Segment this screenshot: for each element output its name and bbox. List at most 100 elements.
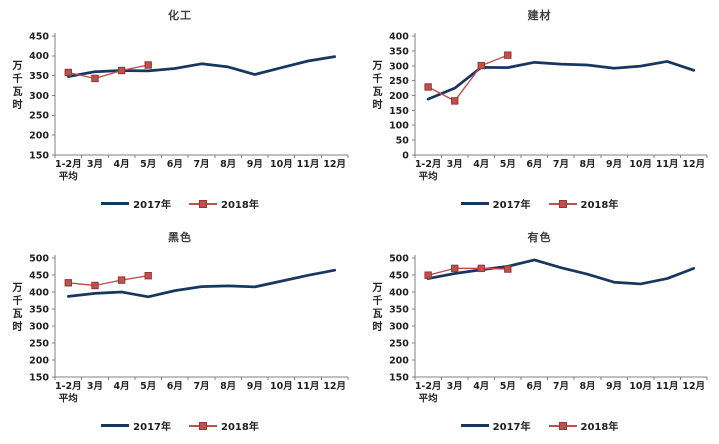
legend-line-sample-2017 xyxy=(460,202,489,205)
legend-marker-sample-2018 xyxy=(548,421,577,430)
legend-line-sample-2017 xyxy=(101,424,130,427)
svg-text:3月: 3月 xyxy=(447,159,463,170)
svg-text:8月: 8月 xyxy=(579,159,595,170)
svg-text:1-2月: 1-2月 xyxy=(55,159,82,170)
svg-text:1-2月: 1-2月 xyxy=(415,159,442,170)
svg-text:7月: 7月 xyxy=(193,381,209,392)
svg-text:150: 150 xyxy=(389,372,409,383)
svg-text:200: 200 xyxy=(29,131,49,142)
legend-item-2017: 2017年 xyxy=(101,196,171,211)
svg-text:500: 500 xyxy=(389,254,409,265)
svg-text:50: 50 xyxy=(396,135,410,146)
svg-text:8月: 8月 xyxy=(220,381,236,392)
svg-text:250: 250 xyxy=(389,338,409,349)
legend-square-icon xyxy=(199,421,207,430)
svg-text:12月: 12月 xyxy=(323,159,346,170)
svg-text:11月: 11月 xyxy=(297,381,320,392)
svg-text:4月: 4月 xyxy=(473,381,489,392)
y-axis-title: 万千瓦时 xyxy=(10,60,21,112)
svg-text:350: 350 xyxy=(389,304,409,315)
svg-text:1-2月: 1-2月 xyxy=(55,381,82,392)
svg-text:300: 300 xyxy=(389,321,409,332)
legend-line-sample-2017 xyxy=(460,424,489,427)
svg-text:5月: 5月 xyxy=(140,159,156,170)
legend-label-2017: 2017年 xyxy=(492,422,531,433)
svg-text:400: 400 xyxy=(29,287,49,298)
chart-title-building-materials: 建材 xyxy=(527,9,552,22)
svg-text:平均: 平均 xyxy=(59,393,79,405)
svg-text:9月: 9月 xyxy=(247,159,263,170)
svg-text:10月: 10月 xyxy=(629,381,652,392)
legend-item-2018: 2018年 xyxy=(189,418,259,433)
legend-label-2017: 2017年 xyxy=(133,422,171,433)
svg-text:8月: 8月 xyxy=(579,381,595,392)
svg-text:9月: 9月 xyxy=(247,381,263,392)
svg-text:5月: 5月 xyxy=(500,159,516,170)
legend-square-icon xyxy=(558,199,567,208)
svg-text:300: 300 xyxy=(389,61,409,72)
svg-text:6月: 6月 xyxy=(526,159,542,170)
svg-text:10月: 10月 xyxy=(270,159,293,170)
legend-line-sample-2017 xyxy=(101,202,130,205)
legend-square-icon xyxy=(199,199,207,208)
svg-text:8月: 8月 xyxy=(220,159,236,170)
svg-text:12月: 12月 xyxy=(323,381,346,392)
legend-label-2017: 2017年 xyxy=(492,200,531,211)
svg-text:150: 150 xyxy=(29,372,49,383)
svg-text:250: 250 xyxy=(29,111,49,122)
svg-text:0: 0 xyxy=(402,150,409,161)
svg-text:150: 150 xyxy=(389,106,409,117)
svg-text:5月: 5月 xyxy=(140,381,156,392)
svg-text:400: 400 xyxy=(389,32,409,43)
svg-text:3月: 3月 xyxy=(87,381,103,392)
legend: 2017年 2018年 xyxy=(0,196,360,211)
svg-text:200: 200 xyxy=(389,355,409,366)
svg-text:平均: 平均 xyxy=(419,170,438,182)
svg-text:4月: 4月 xyxy=(114,381,130,392)
y-axis-title: 万千瓦时 xyxy=(10,282,21,334)
svg-text:250: 250 xyxy=(389,76,409,87)
svg-text:3月: 3月 xyxy=(87,159,103,170)
svg-text:350: 350 xyxy=(389,46,409,57)
svg-text:6月: 6月 xyxy=(167,159,183,170)
svg-text:7月: 7月 xyxy=(553,159,569,170)
svg-text:500: 500 xyxy=(29,253,49,264)
legend-item-2018: 2018年 xyxy=(548,196,619,211)
svg-text:11月: 11月 xyxy=(656,159,679,170)
legend-label-2017: 2017年 xyxy=(133,200,171,211)
svg-text:平均: 平均 xyxy=(59,171,79,183)
legend: 2017年 2018年 xyxy=(360,418,719,433)
chart-title-chemical: 化工 xyxy=(168,9,192,22)
svg-text:9月: 9月 xyxy=(606,381,622,392)
svg-text:5月: 5月 xyxy=(500,381,516,392)
legend: 2017年 2018年 xyxy=(360,196,719,211)
legend-label-2018: 2018年 xyxy=(221,422,259,433)
svg-text:10月: 10月 xyxy=(270,381,293,392)
legend: 2017年 2018年 xyxy=(0,418,360,433)
svg-text:400: 400 xyxy=(389,288,409,299)
svg-text:11月: 11月 xyxy=(656,381,679,392)
legend-marker-sample-2018 xyxy=(548,199,577,208)
svg-text:4月: 4月 xyxy=(114,159,130,170)
svg-text:150: 150 xyxy=(29,150,49,161)
chart-building-materials: 建材 万千瓦时 0 50 100 150 200 250 300 350 400 1-2月 平均 3月… xyxy=(360,0,719,222)
svg-text:450: 450 xyxy=(29,270,49,281)
legend-label-2018: 2018年 xyxy=(580,200,619,211)
svg-text:200: 200 xyxy=(389,91,409,102)
svg-text:7月: 7月 xyxy=(193,159,209,170)
svg-text:6月: 6月 xyxy=(167,381,183,392)
legend-item-2018: 2018年 xyxy=(548,418,618,433)
svg-text:250: 250 xyxy=(29,338,49,349)
svg-text:4月: 4月 xyxy=(473,159,489,170)
svg-text:6月: 6月 xyxy=(526,381,542,392)
svg-text:平均: 平均 xyxy=(419,392,438,404)
svg-text:1-2月: 1-2月 xyxy=(415,381,442,392)
svg-text:450: 450 xyxy=(389,271,409,282)
svg-text:400: 400 xyxy=(29,51,49,62)
svg-text:300: 300 xyxy=(29,91,49,102)
